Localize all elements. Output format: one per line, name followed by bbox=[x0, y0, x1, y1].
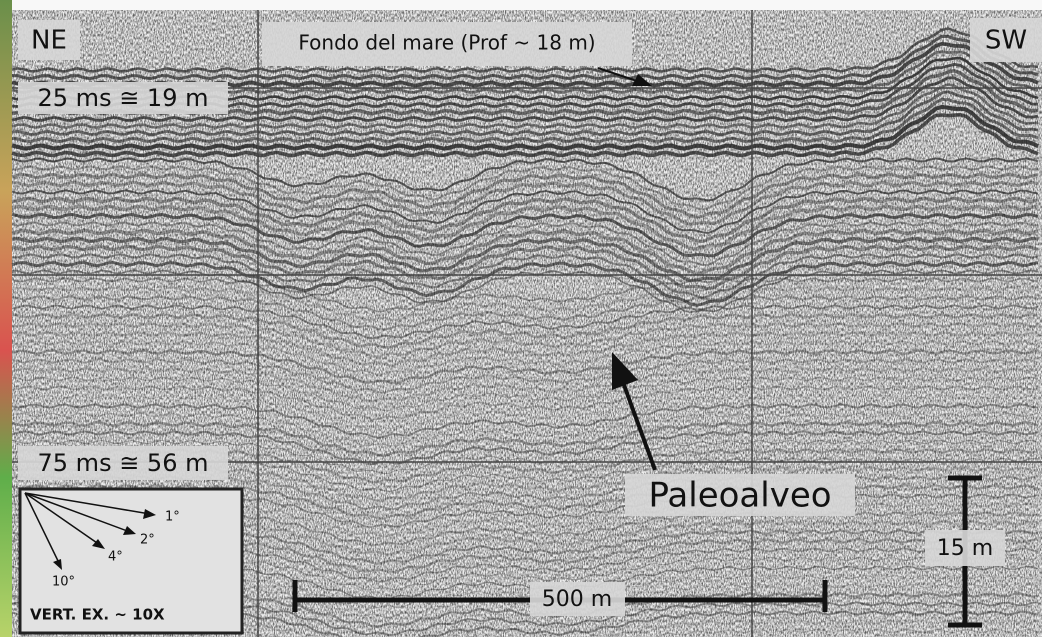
angle-label: 2° bbox=[140, 533, 155, 548]
reflector bbox=[11, 221, 1038, 266]
reflector bbox=[11, 228, 1039, 276]
reflector bbox=[11, 76, 1039, 122]
reflector bbox=[11, 484, 1039, 520]
label-box bbox=[530, 582, 625, 616]
reflector bbox=[11, 189, 1039, 234]
reflector bbox=[11, 112, 1039, 158]
sw-label: SW bbox=[985, 26, 1027, 56]
reflector bbox=[11, 367, 1039, 403]
inset: 1° 2° 4° 10° VERT. EX. ~ 10X bbox=[18, 487, 244, 635]
reflector bbox=[11, 204, 1039, 251]
label-box bbox=[18, 82, 228, 114]
reflector bbox=[11, 277, 1039, 313]
reflector bbox=[11, 412, 1039, 447]
arrow-head bbox=[92, 539, 105, 549]
reflector bbox=[11, 322, 1039, 358]
arrow-head bbox=[53, 559, 62, 570]
depth-label: 75 ms ≅ 56 m bbox=[38, 449, 209, 477]
reflector bbox=[11, 27, 1039, 73]
seabed-label: Fondo del mare (Prof ~ 18 m) bbox=[298, 31, 595, 55]
inset-caption: VERT. EX. ~ 10X bbox=[30, 606, 165, 624]
reflector bbox=[12, 34, 1039, 81]
ray bbox=[24, 492, 151, 515]
reflector bbox=[11, 358, 1039, 394]
scale-label: 500 m bbox=[542, 587, 612, 612]
reflector bbox=[11, 173, 1039, 219]
arrow-head bbox=[123, 526, 136, 535]
reflector bbox=[11, 104, 1039, 151]
top-margin bbox=[12, 0, 1042, 10]
reflector bbox=[11, 430, 1039, 466]
label-box bbox=[18, 446, 228, 480]
reflector bbox=[11, 286, 1039, 322]
reflector bbox=[12, 253, 1039, 299]
reflector bbox=[11, 439, 1039, 475]
ray bbox=[24, 492, 61, 566]
arrow bbox=[597, 67, 641, 83]
ray bbox=[24, 492, 101, 546]
label-box bbox=[970, 18, 1042, 62]
label-box bbox=[625, 474, 855, 516]
reflector bbox=[11, 376, 1039, 412]
arrow-head bbox=[143, 509, 156, 519]
reflector bbox=[11, 83, 1039, 129]
reflector bbox=[11, 90, 1039, 137]
depth-label: 25 ms ≅ 19 m bbox=[38, 84, 209, 112]
reflector bbox=[11, 180, 1039, 226]
reflector bbox=[12, 385, 1039, 421]
reflector bbox=[11, 340, 1039, 376]
reflector bbox=[11, 212, 1039, 258]
ray bbox=[24, 492, 131, 533]
paleochannel-label: Paleoalveo bbox=[648, 476, 831, 516]
label-box bbox=[262, 22, 632, 66]
reflector bbox=[11, 157, 1039, 202]
reflector bbox=[11, 331, 1038, 367]
reflector bbox=[11, 196, 1039, 244]
reflector bbox=[11, 421, 1039, 457]
scale-label: 15 m bbox=[937, 536, 993, 561]
reflector bbox=[11, 244, 1039, 291]
arrow-head bbox=[612, 352, 638, 390]
arrow-head bbox=[632, 74, 652, 86]
ray-heads bbox=[53, 509, 156, 570]
reflector bbox=[11, 269, 1039, 314]
reflector bbox=[11, 349, 1039, 385]
arrow bbox=[622, 384, 657, 471]
angle-label: 4° bbox=[108, 550, 123, 565]
map-strip bbox=[0, 0, 12, 637]
reflector bbox=[11, 313, 1039, 349]
angle-label: 10° bbox=[52, 575, 75, 590]
angle-rays bbox=[24, 492, 151, 566]
reflector bbox=[11, 97, 1039, 144]
reflector bbox=[11, 236, 1039, 283]
label-box bbox=[925, 530, 1005, 566]
reflector bbox=[11, 304, 1039, 340]
reflector bbox=[11, 403, 1039, 439]
ne-label: NE bbox=[31, 26, 67, 56]
angle-label: 1° bbox=[165, 510, 180, 525]
reflector bbox=[11, 295, 1039, 331]
label-box bbox=[18, 20, 80, 60]
reflector bbox=[11, 261, 1039, 307]
reflector bbox=[11, 394, 1039, 430]
reflector bbox=[11, 165, 1039, 211]
